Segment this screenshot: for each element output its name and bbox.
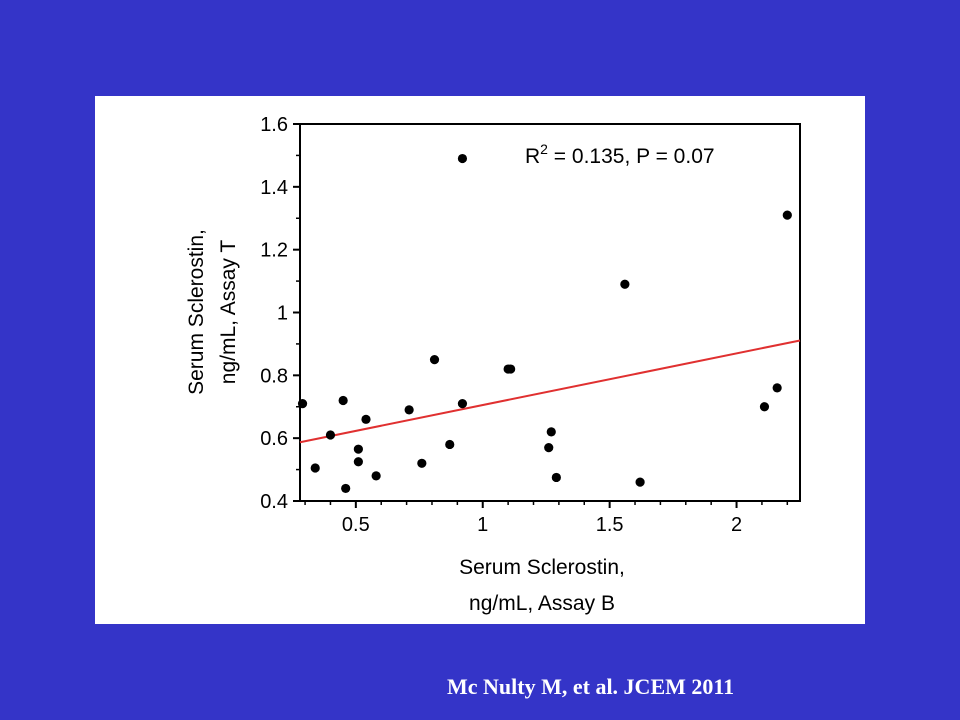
data-point: [371, 471, 381, 481]
annotation-superscript: 2: [540, 141, 548, 157]
data-point: [457, 399, 468, 409]
y-tick-label: 0.6: [260, 428, 288, 450]
scatter-chart: 0.4 0.6 0.8 1 1.2 1.4 1.6 0.5 1 1.5 2 Serum Scleros…: [185, 114, 801, 615]
y-tick-label: 0.4: [260, 491, 288, 513]
regression-line: [299, 339, 801, 444]
data-point: [457, 153, 468, 164]
data-point: [297, 399, 308, 409]
data-point: [310, 463, 320, 473]
data-point: [353, 457, 363, 467]
regression-annotation: R2 = 0.135, P = 0.07: [525, 141, 715, 168]
y-axis-title: Serum Sclerostin,: [185, 229, 208, 395]
annotation-r: R: [525, 145, 540, 168]
data-point: [417, 458, 427, 468]
data-point: [620, 279, 630, 289]
data-point: [546, 427, 556, 437]
data-point: [445, 439, 455, 450]
data-point: [361, 414, 371, 424]
data-point: [772, 383, 782, 393]
citation-text: Mc Nulty M, et al. JCEM 2011: [447, 674, 735, 699]
y-axis-title: ng/mL, Assay T: [217, 240, 240, 385]
data-point: [429, 355, 440, 365]
x-tick-label: 1: [477, 514, 488, 536]
data-point: [338, 395, 348, 406]
data-point: [551, 472, 561, 483]
y-tick-label: 1.4: [260, 177, 288, 199]
data-point: [404, 405, 414, 415]
x-tick-label: 1.5: [596, 514, 624, 536]
data-point: [341, 483, 351, 494]
y-tick-label: 1.2: [260, 240, 288, 262]
y-tick-label: 1.6: [260, 114, 288, 136]
annotation-values: = 0.135, P = 0.07: [548, 145, 715, 168]
x-axis-title: Serum Sclerostin,: [459, 556, 625, 579]
data-point: [544, 442, 554, 453]
data-point: [353, 444, 363, 454]
x-tick-label: 0.5: [342, 514, 370, 536]
x-tick-label: 2: [731, 514, 742, 536]
chart-panel: 0.4 0.6 0.8 1 1.2 1.4 1.6 0.5 1 1.5 2 Serum Scleros…: [95, 96, 865, 624]
data-point: [635, 477, 645, 487]
data-point: [325, 430, 336, 440]
data-point: [782, 210, 792, 220]
y-tick-label: 0.8: [260, 365, 288, 387]
y-tick-label: 1: [277, 303, 288, 325]
data-point: [759, 402, 770, 412]
x-axis-title: ng/mL, Assay B: [469, 592, 615, 615]
data-point: [506, 364, 516, 374]
